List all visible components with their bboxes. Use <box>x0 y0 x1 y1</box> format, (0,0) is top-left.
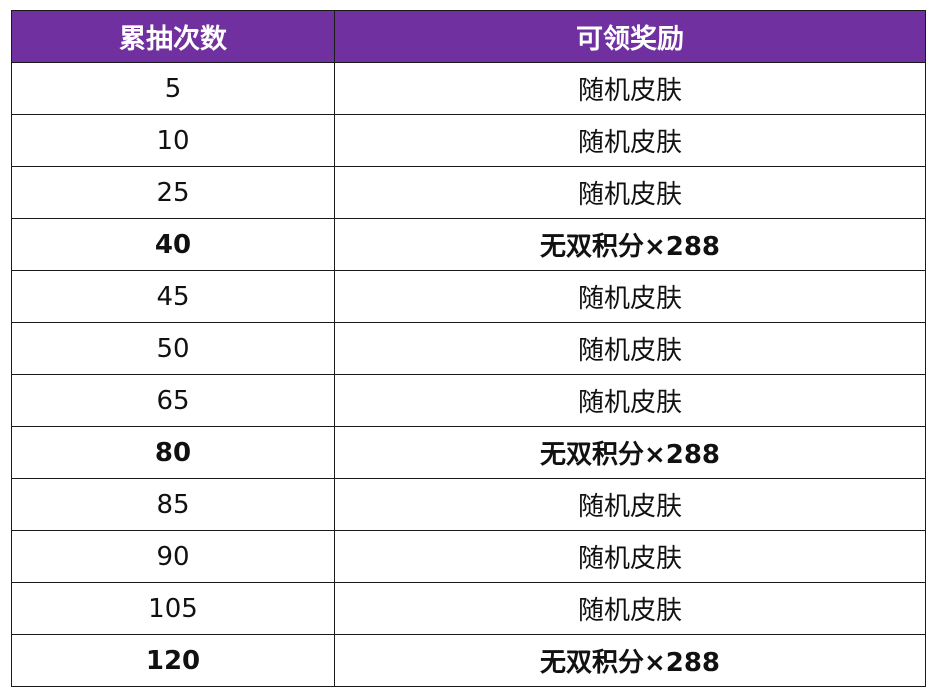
table-row: 50 随机皮肤 <box>11 322 926 375</box>
table-row: 25 随机皮肤 <box>11 166 926 219</box>
reward-cell: 无双积分×288 <box>334 218 926 271</box>
reward-cell: 随机皮肤 <box>334 374 926 427</box>
draw-count-cell: 25 <box>11 166 335 219</box>
reward-cell: 随机皮肤 <box>334 114 926 167</box>
draw-count-cell: 10 <box>11 114 335 167</box>
table-row: 85 随机皮肤 <box>11 478 926 531</box>
table-row: 65 随机皮肤 <box>11 374 926 427</box>
reward-cell: 无双积分×288 <box>334 634 926 687</box>
reward-cell: 无双积分×288 <box>334 426 926 479</box>
table-header: 累抽次数 可领奖励 <box>11 10 926 63</box>
table-row: 80 无双积分×288 <box>11 426 926 479</box>
draw-count-cell: 50 <box>11 322 335 375</box>
header-reward: 可领奖励 <box>334 10 926 63</box>
draw-count-cell: 40 <box>11 218 335 271</box>
reward-cell: 随机皮肤 <box>334 582 926 635</box>
draw-count-cell: 65 <box>11 374 335 427</box>
header-row: 累抽次数 可领奖励 <box>11 10 926 63</box>
reward-cell: 随机皮肤 <box>334 322 926 375</box>
table-row: 5 随机皮肤 <box>11 62 926 115</box>
reward-cell: 随机皮肤 <box>334 478 926 531</box>
table-row: 90 随机皮肤 <box>11 530 926 583</box>
reward-cell: 随机皮肤 <box>334 270 926 323</box>
table-row: 120 无双积分×288 <box>11 634 926 687</box>
reward-table: 累抽次数 可领奖励 5 随机皮肤 10 随机皮肤 25 随机皮肤 40 无双积分… <box>11 10 926 687</box>
draw-count-cell: 5 <box>11 62 335 115</box>
draw-count-cell: 120 <box>11 634 335 687</box>
draw-count-cell: 105 <box>11 582 335 635</box>
reward-cell: 随机皮肤 <box>334 62 926 115</box>
table-row: 40 无双积分×288 <box>11 218 926 271</box>
draw-count-cell: 90 <box>11 530 335 583</box>
table-body: 5 随机皮肤 10 随机皮肤 25 随机皮肤 40 无双积分×288 45 随机… <box>11 62 926 687</box>
header-draw-count: 累抽次数 <box>11 10 335 63</box>
draw-count-cell: 80 <box>11 426 335 479</box>
reward-cell: 随机皮肤 <box>334 530 926 583</box>
reward-cell: 随机皮肤 <box>334 166 926 219</box>
draw-count-cell: 45 <box>11 270 335 323</box>
draw-count-cell: 85 <box>11 478 335 531</box>
table-row: 105 随机皮肤 <box>11 582 926 635</box>
table-row: 45 随机皮肤 <box>11 270 926 323</box>
table-row: 10 随机皮肤 <box>11 114 926 167</box>
